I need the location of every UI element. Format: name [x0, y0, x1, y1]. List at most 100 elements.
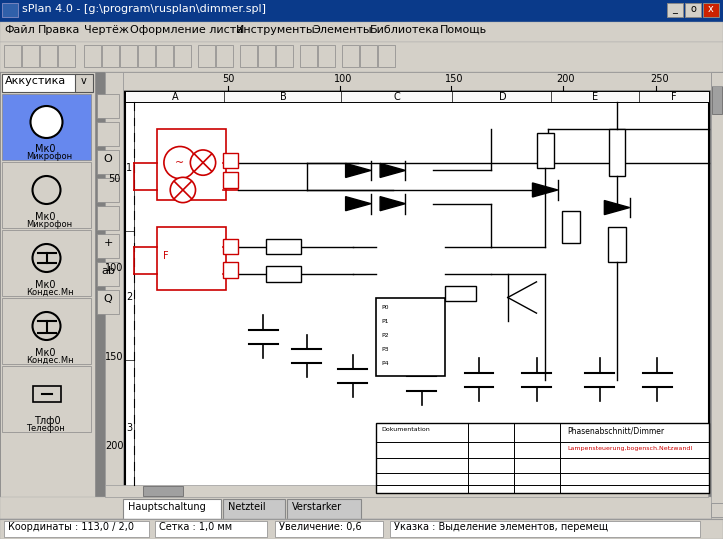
Bar: [360, 45, 377, 67]
Bar: [33, 386, 61, 402]
Text: Элементы: Элементы: [312, 25, 372, 35]
Bar: [2, 230, 91, 296]
Bar: [608, 227, 625, 262]
Text: Lampensteuerung,bogensch.Netzwandl: Lampensteuerung,bogensch.Netzwandl: [568, 446, 693, 451]
Bar: [390, 521, 700, 537]
Bar: [703, 3, 719, 17]
Bar: [2, 3, 18, 17]
Bar: [75, 74, 93, 92]
Bar: [711, 72, 723, 519]
Bar: [685, 3, 701, 17]
Circle shape: [30, 106, 62, 138]
Text: Dokumentation: Dokumentation: [381, 426, 430, 432]
Bar: [0, 42, 723, 72]
Polygon shape: [380, 163, 406, 177]
Text: O: O: [103, 154, 112, 164]
Text: P0: P0: [381, 305, 389, 310]
Bar: [120, 45, 137, 67]
Text: Мк0: Мк0: [35, 212, 55, 222]
Polygon shape: [346, 163, 371, 177]
Text: F: F: [163, 251, 168, 260]
Text: Увеличение: 0,6: Увеличение: 0,6: [279, 522, 362, 532]
Text: Мк0: Мк0: [35, 348, 55, 358]
Polygon shape: [380, 197, 406, 211]
Text: ab: ab: [101, 266, 115, 276]
Bar: [138, 45, 155, 67]
Text: A: A: [171, 92, 179, 102]
Bar: [198, 45, 215, 67]
Text: P4: P4: [381, 361, 389, 367]
Bar: [223, 153, 237, 169]
Bar: [342, 45, 359, 67]
Text: sPlan 4.0 - [g:\program\rusplan\dimmer.spl]: sPlan 4.0 - [g:\program\rusplan\dimmer.s…: [22, 4, 266, 14]
Bar: [223, 262, 237, 278]
Text: F: F: [671, 92, 677, 102]
Bar: [276, 45, 293, 67]
Bar: [155, 521, 267, 537]
Text: P2: P2: [381, 333, 389, 338]
Text: 1: 1: [126, 163, 132, 172]
Bar: [97, 122, 119, 146]
Text: 200: 200: [105, 441, 123, 451]
Bar: [2, 298, 91, 364]
Circle shape: [170, 177, 195, 203]
Bar: [562, 211, 580, 243]
Text: B: B: [280, 92, 286, 102]
Bar: [123, 72, 711, 90]
Text: C: C: [393, 92, 401, 102]
Text: 150: 150: [105, 353, 123, 362]
Text: P3: P3: [381, 347, 389, 353]
Bar: [0, 0, 723, 22]
Polygon shape: [604, 201, 630, 215]
Bar: [223, 172, 237, 188]
Bar: [711, 503, 723, 517]
Text: 50: 50: [108, 174, 120, 184]
Text: Библиотека: Библиотека: [370, 25, 440, 35]
Bar: [97, 262, 119, 286]
Bar: [157, 129, 226, 200]
Text: D: D: [499, 92, 506, 102]
Bar: [105, 485, 708, 497]
Polygon shape: [346, 197, 371, 211]
Circle shape: [33, 176, 61, 204]
Bar: [125, 91, 709, 493]
Bar: [711, 72, 723, 86]
Bar: [4, 45, 21, 67]
Bar: [2, 74, 77, 92]
Polygon shape: [532, 183, 557, 197]
Bar: [97, 178, 119, 202]
Text: Q: Q: [103, 294, 112, 304]
Bar: [0, 519, 723, 539]
Text: Аккустика: Аккустика: [5, 76, 67, 86]
Text: Инструменты: Инструменты: [236, 25, 316, 35]
Bar: [97, 94, 119, 118]
Bar: [97, 150, 119, 174]
Circle shape: [190, 150, 215, 175]
Text: o: o: [690, 4, 696, 14]
Bar: [84, 45, 101, 67]
Bar: [240, 45, 257, 67]
Bar: [609, 129, 625, 176]
Text: 250: 250: [650, 74, 669, 84]
Bar: [156, 45, 173, 67]
Text: Указка : Выделение элементов, перемещ: Указка : Выделение элементов, перемещ: [394, 522, 608, 532]
Bar: [143, 486, 183, 496]
Bar: [58, 45, 75, 67]
Text: 100: 100: [105, 263, 123, 273]
Text: E: E: [592, 92, 598, 102]
Text: Hauptschaltung: Hauptschaltung: [128, 502, 206, 512]
Text: Phasenabschnitt/Dimmer: Phasenabschnitt/Dimmer: [568, 426, 664, 436]
Bar: [445, 286, 476, 301]
Bar: [125, 91, 709, 102]
Bar: [174, 45, 191, 67]
Text: Правка: Правка: [38, 25, 80, 35]
Text: Тлф0: Тлф0: [35, 416, 61, 426]
Bar: [266, 239, 301, 254]
Text: Телефон: Телефон: [27, 424, 65, 433]
Bar: [378, 45, 395, 67]
Text: Кондес.Мн: Кондес.Мн: [27, 288, 74, 297]
Text: 150: 150: [445, 74, 463, 84]
Bar: [287, 499, 361, 519]
Bar: [375, 298, 445, 376]
Bar: [0, 497, 723, 519]
